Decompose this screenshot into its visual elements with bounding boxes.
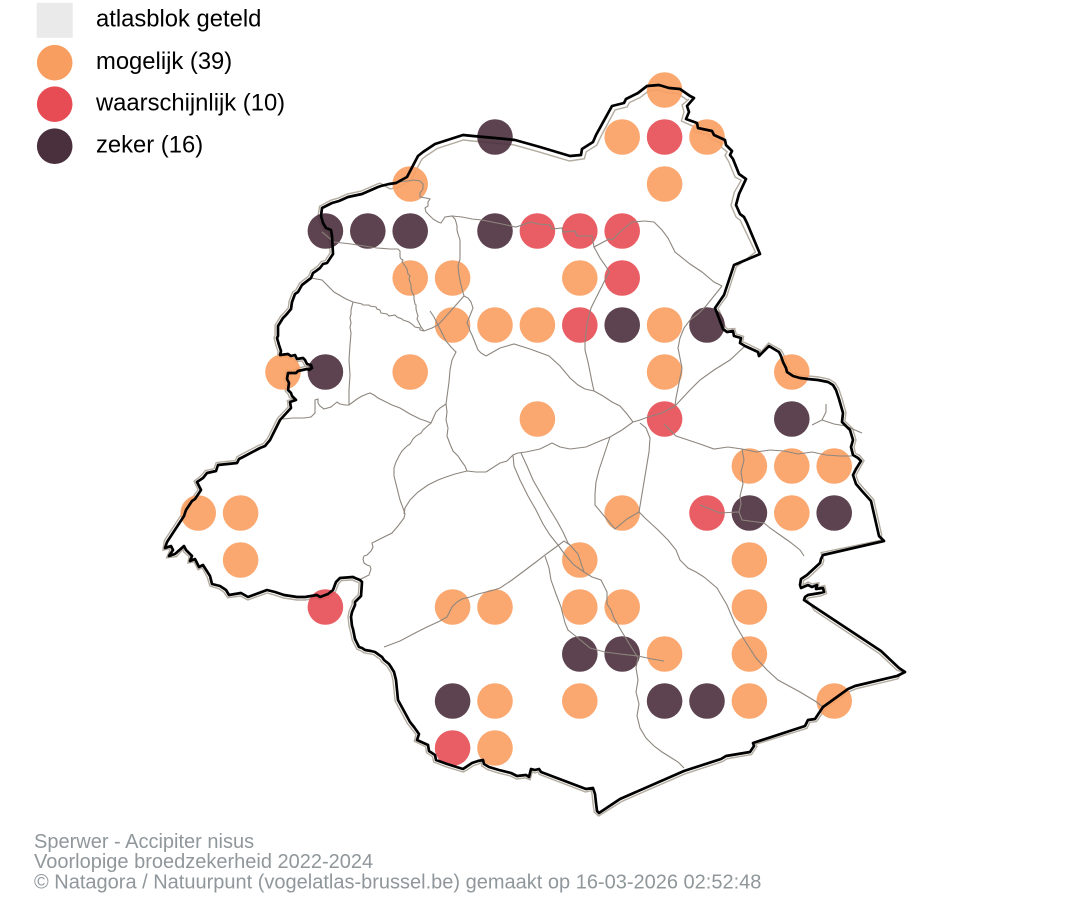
svg-text:atlasblok geteld: atlasblok geteld bbox=[96, 6, 261, 33]
svg-text:Voorlopige broedzekerheid 2022: Voorlopige broedzekerheid 2022-2024 bbox=[34, 851, 373, 873]
svg-text:mogelijk (39): mogelijk (39) bbox=[96, 48, 232, 75]
svg-text:© Natagora / Natuurpunt (vogel: © Natagora / Natuurpunt (vogelatlas-brus… bbox=[34, 872, 761, 894]
svg-text:Sperwer - Accipiter nisus: Sperwer - Accipiter nisus bbox=[34, 831, 254, 853]
svg-text:zeker (16): zeker (16) bbox=[96, 132, 203, 159]
svg-text:waarschijnlijk (10): waarschijnlijk (10) bbox=[95, 90, 285, 117]
